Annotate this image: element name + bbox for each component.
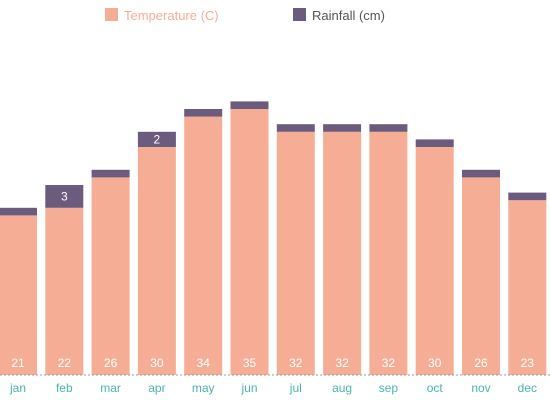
value-label-temperature-apr: 30 [150,356,164,370]
bar-temperature-jul[interactable] [276,131,315,375]
legend-item-temperature[interactable]: Temperature (C) [105,8,219,23]
value-label-temperature-jul: 32 [289,356,303,370]
bar-temperature-mar[interactable] [91,177,130,375]
bar-rainfall-may[interactable] [184,109,223,117]
x-tick-label-feb: feb [56,381,73,395]
x-tick-label-jun: jun [240,381,257,395]
legend: Temperature (C) Rainfall (cm) [105,8,385,23]
legend-label-temperature: Temperature (C) [124,8,219,23]
x-tick-label-sep: sep [379,381,399,395]
bar-temperature-jun[interactable] [230,109,269,375]
legend-swatch-rainfall [293,8,306,21]
value-label-rainfall-feb: 3 [61,189,68,203]
bar-rainfall-aug[interactable] [323,124,362,132]
bar-rainfall-mar[interactable] [91,169,130,178]
value-label-temperature-oct: 30 [428,356,442,370]
x-tick-label-aug: aug [332,381,352,395]
value-label-temperature-may: 34 [197,356,211,370]
legend-item-rainfall[interactable]: Rainfall (cm) [293,8,385,23]
bar-temperature-oct[interactable] [415,147,454,375]
bar-rainfall-jan[interactable] [0,207,37,216]
x-tick-label-jan: jan [9,381,26,395]
value-label-rainfall-apr: 2 [154,132,161,146]
bar-temperature-dec[interactable] [508,200,547,375]
bar-temperature-may[interactable] [184,116,223,375]
bar-temperature-jan[interactable] [0,215,37,375]
legend-swatch-temperature [105,8,118,21]
x-tick-label-mar: mar [100,381,121,395]
value-label-temperature-jan: 21 [11,356,25,370]
bar-rainfall-dec[interactable] [508,192,547,201]
value-label-temperature-jun: 35 [243,356,257,370]
value-label-temperature-dec: 23 [521,356,535,370]
bar-rainfall-oct[interactable] [415,139,454,147]
bar-temperature-sep[interactable] [369,131,408,375]
x-tick-label-dec: dec [518,381,537,395]
value-label-temperature-feb: 22 [58,356,72,370]
bar-temperature-aug[interactable] [323,131,362,375]
bar-rainfall-jul[interactable] [276,124,315,132]
bar-rainfall-jun[interactable] [230,101,269,109]
x-tick-label-jul: jul [289,381,302,395]
value-label-temperature-mar: 26 [104,356,118,370]
x-axis-ticks: jan feb mar apr may jun jul aug sep oct nov dec [9,381,537,395]
x-tick-label-apr: apr [148,381,165,395]
bar-rainfall-nov[interactable] [462,169,500,178]
bar-rainfall-feb[interactable] [45,185,84,208]
bar-rainfall-sep[interactable] [369,124,408,132]
value-label-temperature-aug: 32 [335,356,349,370]
x-tick-label-oct: oct [427,381,444,395]
bar-temperature-feb[interactable] [45,207,84,375]
value-label-temperature-nov: 26 [474,356,488,370]
bars-layer: 21 22 3 26 30 2 34 35 32 32 32 30 26 23 [0,101,547,375]
bar-temperature-apr[interactable] [137,147,176,375]
bar-temperature-nov[interactable] [462,177,500,375]
x-tick-label-nov: nov [471,381,490,395]
x-tick-label-may: may [192,381,215,395]
legend-label-rainfall: Rainfall (cm) [312,8,385,23]
value-label-temperature-sep: 32 [382,356,396,370]
bar-rainfall-apr[interactable] [137,131,176,147]
